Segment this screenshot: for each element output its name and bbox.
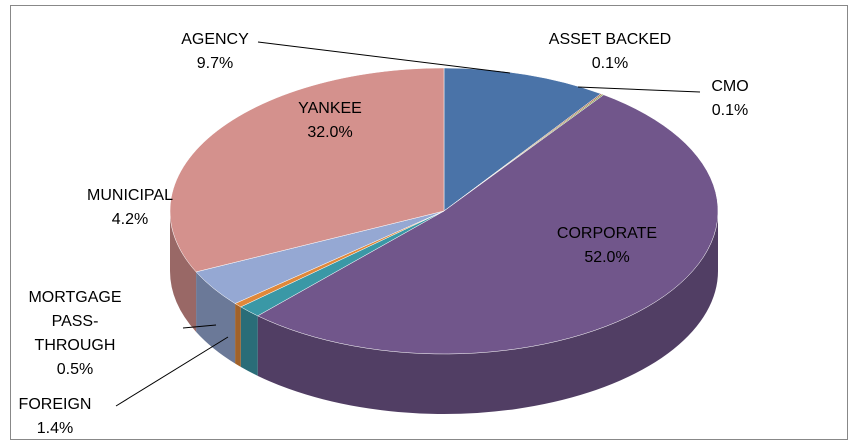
label-value: 9.7% xyxy=(196,55,234,72)
label-value: 0.1% xyxy=(591,55,629,72)
data-label: FOREIGN 1.4% xyxy=(0,393,110,441)
data-label: CMO 0.1% xyxy=(675,75,785,123)
label-name: FOREIGN xyxy=(18,396,92,413)
label-name: MORTGAGE PASS-THROUGH xyxy=(28,289,122,354)
label-value: 1.4% xyxy=(36,420,74,437)
pie-slice xyxy=(257,94,719,355)
pie-slice-side xyxy=(170,211,197,332)
pie-slice-side xyxy=(196,271,236,364)
label-value: 32.0% xyxy=(307,124,353,141)
label-value: 52.0% xyxy=(584,249,630,266)
label-name: YANKEE xyxy=(298,100,362,117)
data-label: AGENCY 9.7% xyxy=(140,28,290,76)
data-label: MUNICIPAL 4.2% xyxy=(55,184,205,232)
pie-slice-side xyxy=(257,211,718,414)
leader-line xyxy=(257,41,511,74)
leader-line xyxy=(182,324,217,329)
data-label: MORTGAGE PASS-THROUGH 0.5% xyxy=(20,286,130,382)
data-label: ASSET BACKED 0.1% xyxy=(535,28,685,76)
leader-line xyxy=(115,336,229,407)
leader-line xyxy=(577,86,701,93)
label-name: CMO xyxy=(711,78,749,95)
pie-slice xyxy=(443,67,602,212)
label-name: CORPORATE xyxy=(556,225,658,242)
data-label: YANKEE 32.0% xyxy=(255,97,405,145)
pie-slice-side xyxy=(240,306,258,376)
pie-slice-side xyxy=(235,303,241,367)
label-name: ASSET BACKED xyxy=(548,31,672,48)
label-value: 0.1% xyxy=(711,102,749,119)
pie-slice xyxy=(169,67,445,273)
label-name: MUNICIPAL xyxy=(87,187,173,204)
data-label: CORPORATE 52.0% xyxy=(532,222,682,270)
label-value: 0.5% xyxy=(56,361,94,378)
label-name: AGENCY xyxy=(181,31,249,48)
label-value: 4.2% xyxy=(111,211,149,228)
